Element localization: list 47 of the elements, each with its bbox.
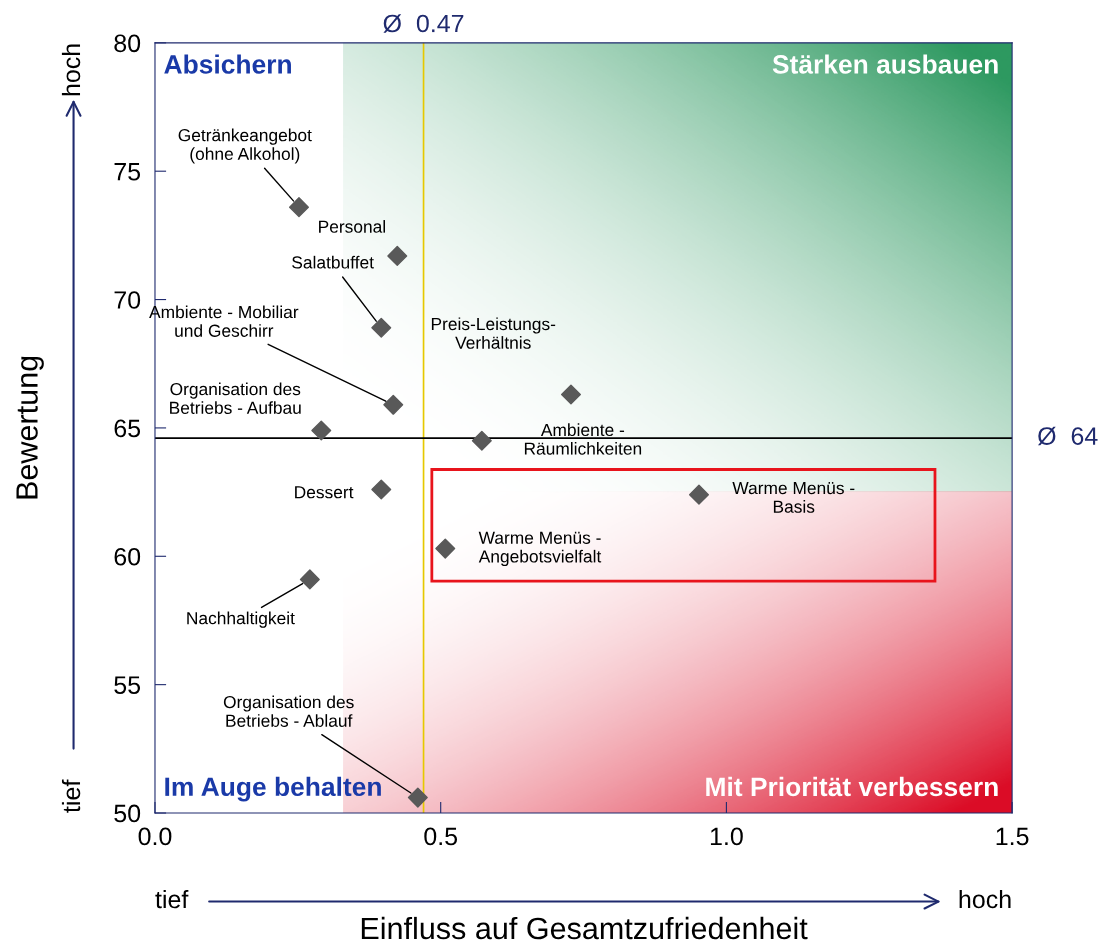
- x-tick-label: 0.5: [424, 827, 458, 846]
- point: [383, 394, 404, 415]
- text: hoch: [959, 889, 1011, 909]
- annotation: Ambiente - Mobiliar und Geschirr: [149, 305, 299, 337]
- y-axis-title: Bewertung: [16, 356, 44, 499]
- text: hoch: [61, 44, 81, 96]
- x-axis-title: Einfluss auf Gesamtzufriedenheit: [361, 916, 808, 940]
- point: [560, 384, 581, 405]
- annotation: Warme Menüs - Basis: [732, 482, 855, 513]
- annotation: Getränkeangebot (ohne Alkohol): [178, 128, 312, 164]
- annotation: Stärken ausbauen: [772, 54, 998, 74]
- x-tick-label: 1.0: [710, 827, 743, 846]
- point: [311, 420, 332, 441]
- y-tick-label: 80: [114, 34, 141, 53]
- annotation: Organisation des Betriebs - Aufbau: [170, 382, 301, 414]
- y-tick-label: 75: [114, 163, 141, 181]
- point: [471, 430, 492, 451]
- point: [435, 538, 456, 559]
- text: tief: [61, 779, 81, 813]
- y-tick-label: 65: [114, 419, 141, 438]
- y-tick-label: 70: [114, 291, 141, 309]
- x-tick-label: 0.0: [138, 827, 172, 846]
- annotation: Dessert: [295, 486, 354, 499]
- y-tick-label: 60: [114, 547, 141, 566]
- point: [371, 479, 392, 500]
- annotation: Preis-Leistungs- Verhältnis: [431, 317, 556, 349]
- ref-line-label: Ø 64: [1037, 426, 1098, 446]
- point: [387, 245, 408, 266]
- point: [371, 317, 392, 338]
- point: [407, 787, 428, 808]
- ref-line-label: Ø 0.47: [383, 14, 464, 33]
- annotation: Nachhaltigkeit: [187, 611, 295, 628]
- annotation: Im Auge behalten: [165, 776, 381, 802]
- point: [299, 569, 320, 590]
- annotation: Ambiente - Räumlichkeiten: [524, 423, 642, 455]
- y-tick-label: 50: [114, 804, 141, 823]
- annotation: Absichern: [164, 54, 291, 74]
- text: tief: [155, 889, 189, 909]
- annotation: Mit Priorität verbessern: [706, 776, 998, 797]
- point: [688, 484, 709, 505]
- annotation: Organisation des Betriebs - Ablauf: [223, 695, 354, 727]
- annotation: Warme Menüs - Angebotsvielfalt: [478, 531, 602, 567]
- annotation: Personal: [319, 220, 385, 233]
- x-tick-label: 1.5: [996, 827, 1029, 846]
- y-tick-label: 55: [114, 676, 141, 694]
- point: [288, 197, 309, 218]
- annotation: Salatbuffet: [292, 255, 374, 269]
